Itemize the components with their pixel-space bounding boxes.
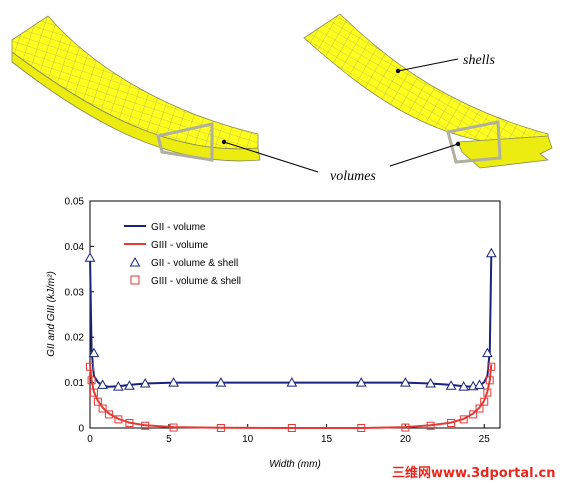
point-giii-volume-shell [485,376,494,385]
point-giii-volume-shell [483,388,492,397]
x-tick-label: 10 [242,434,254,445]
arrow-volumes-left [223,141,319,173]
point-gii-volume-shell [215,377,227,387]
point-gii-volume-shell [482,347,493,358]
legend-marker-square [130,275,140,285]
point-giii-volume-shell [447,419,456,428]
shell-model [303,13,553,169]
x-tick-label: 5 [166,434,172,445]
plot-frame [89,200,501,429]
point-giii-volume-shell [426,421,435,430]
point-giii-volume-shell [487,362,496,371]
y-tick-label: 0.04 [65,242,85,253]
point-giii-volume-shell [89,388,98,397]
point-gii-volume-shell [113,381,124,391]
volume-beam-edge [11,51,261,162]
shell-band [446,120,502,164]
point-gii-volume-shell [139,377,151,388]
shell-surface [303,13,549,147]
point-gii-volume-shell [485,247,497,258]
point-gii-volume-shell [124,380,135,390]
point-giii-volume-shell [480,397,489,406]
x-tick-label: 25 [479,434,491,445]
point-gii-volume-shell [88,347,100,358]
series-layer [84,247,497,432]
label-volumes: volumes [330,169,376,184]
point-giii-volume-shell [114,415,123,424]
x-axis-label: Width (mm) [269,459,321,470]
point-giii-volume-shell [87,376,96,385]
series-line-giii-volume [89,364,493,429]
y-tick-label: 0.05 [65,197,85,208]
y-tick-label: 0.03 [65,287,85,298]
annotations: shells volumes [221,53,495,184]
y-tick-labels: 0 0.01 0.02 0.03 0.04 0.05 [65,197,85,435]
volume-band [156,122,214,162]
y-axis-label: GII and GIII (kJ/m²) [46,271,57,357]
legend-label-gii-shell: GII - volume & shell [151,258,238,269]
point-giii-volume-shell [287,424,296,432]
arrow-volumes-right [389,143,459,167]
point-giii-volume-shell [459,415,468,424]
point-giii-volume-shell [216,424,225,432]
legend-label-giii-volume: GIII - volume [151,240,209,251]
y-tick-label: 0 [78,424,84,435]
y-tick-label: 0.01 [65,378,85,389]
point-gii-volume-shell [400,377,411,387]
x-tick-label: 15 [321,434,333,445]
volume-model [11,15,261,162]
axis-ticks [89,200,485,429]
x-tick-label: 20 [400,434,412,445]
legend: GII - volume GIII - volume GII - volume … [124,222,241,287]
point-giii-volume-shell [401,423,410,432]
point-giii-volume-shell [141,421,150,430]
point-gii-volume-shell [425,377,436,388]
label-shells: shells [463,53,495,68]
shell-layers [457,135,553,169]
point-gii-volume-shell [458,381,470,391]
point-gii-volume-shell [97,379,108,389]
point-giii-volume-shell [93,397,102,406]
legend-marker-triangle [129,256,141,267]
legend-label-gii-volume: GII - volume [151,222,206,233]
arrow-shells [397,58,459,72]
legend-label-giii-shell: GIII - volume & shell [151,276,241,287]
point-gii-volume-shell [168,377,179,387]
chart: 0 5 10 15 20 25 0 0.01 0.02 0.03 0.04 0.05 Width (… [46,197,501,470]
point-gii-volume-shell [445,380,457,390]
point-gii-volume-shell [355,377,367,387]
point-gii-volume-shell [474,379,485,389]
x-tick-label: 0 [87,434,93,445]
x-tick-labels: 0 5 10 15 20 25 [87,434,490,445]
point-giii-volume-shell [357,424,366,432]
point-giii-volume-shell [104,410,113,419]
point-gii-volume-shell [84,252,96,262]
point-giii-volume-shell [125,419,134,428]
point-giii-volume-shell [469,410,478,419]
point-giii-volume-shell [169,423,178,432]
y-tick-label: 0.02 [65,333,85,344]
point-gii-volume-shell [286,377,298,387]
point-giii-volume-shell [475,404,484,413]
point-giii-volume-shell [86,362,94,371]
watermark: 三维网www.3dportal.cn [392,465,555,481]
point-giii-volume-shell [98,404,107,413]
